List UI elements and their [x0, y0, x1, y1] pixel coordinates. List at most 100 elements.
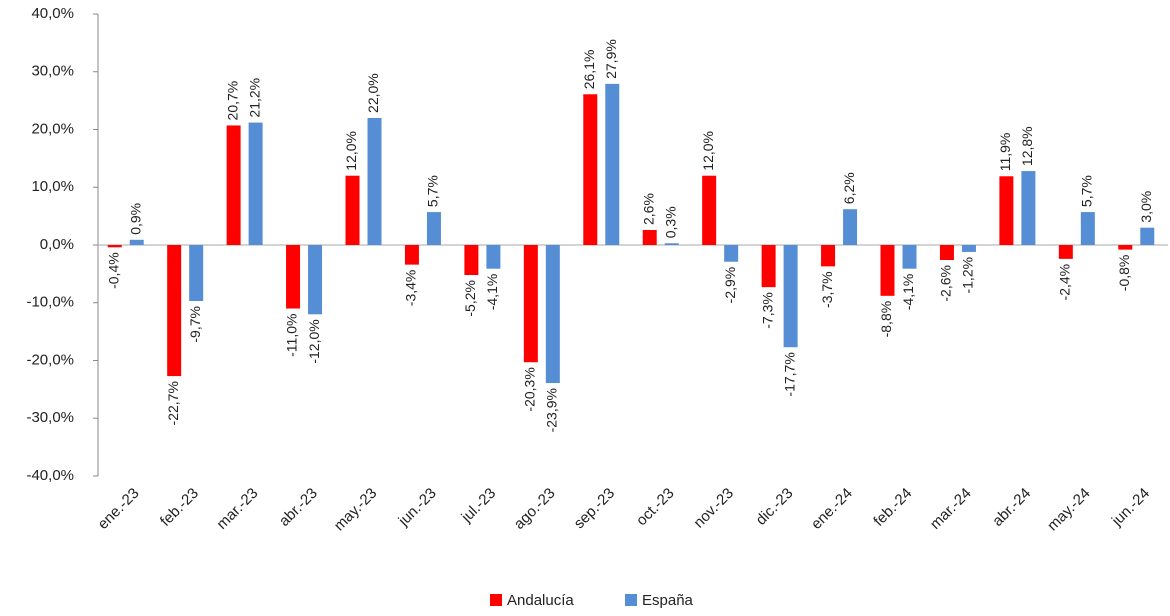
bar — [605, 83, 620, 245]
value-label: 6,2% — [841, 172, 857, 204]
bar — [404, 245, 419, 265]
value-label: -23,9% — [544, 388, 560, 432]
value-label: -12,0% — [306, 319, 322, 363]
bar — [664, 243, 679, 245]
bar — [464, 245, 479, 276]
legend-label: Andalucía — [507, 592, 574, 609]
bar — [129, 239, 144, 245]
value-label: -9,7% — [187, 306, 203, 343]
bar — [486, 245, 501, 269]
y-tick-label: -30,0% — [26, 409, 74, 426]
value-label: -2,6% — [938, 265, 954, 302]
bar — [345, 175, 360, 245]
value-label: -20,3% — [522, 367, 538, 411]
y-tick-label: -40,0% — [26, 467, 74, 484]
value-label: -11,0% — [284, 314, 300, 357]
x-tick-label: mar.-24 — [927, 485, 975, 533]
bar — [880, 245, 895, 296]
value-label: -4,1% — [900, 274, 916, 311]
bar — [902, 245, 917, 269]
value-label: -17,7% — [781, 352, 797, 396]
bar — [821, 245, 836, 267]
legend-swatch — [625, 594, 637, 606]
bar — [1118, 245, 1133, 250]
value-label: -22,7% — [165, 381, 181, 425]
bar — [1058, 245, 1073, 259]
bar — [1140, 227, 1155, 245]
bar — [167, 245, 182, 377]
bar — [961, 245, 976, 252]
value-label: 2,6% — [640, 193, 656, 225]
x-tick-label: feb.-24 — [870, 485, 915, 530]
x-tick-label: abr.-23 — [276, 485, 321, 530]
bar — [702, 175, 717, 245]
value-label: -8,8% — [878, 301, 894, 338]
bar — [308, 245, 323, 315]
bar — [1080, 212, 1095, 245]
x-tick-label: oct.-23 — [633, 485, 677, 529]
x-tick-label: jul.-23 — [458, 485, 500, 527]
x-tick-label: feb.-23 — [157, 485, 202, 530]
value-label: 20,7% — [224, 81, 240, 121]
y-tick-label: -20,0% — [26, 351, 74, 368]
value-label: -5,2% — [462, 280, 478, 317]
value-label: 12,8% — [1019, 126, 1035, 166]
value-label: -2,9% — [722, 267, 738, 304]
bar — [367, 117, 382, 245]
bar — [783, 245, 798, 348]
x-tick-label: nov.-23 — [690, 485, 737, 532]
y-tick-label: 40,0% — [31, 5, 74, 22]
bar — [286, 245, 301, 309]
bar — [545, 245, 560, 384]
x-tick-label: abr.-24 — [989, 485, 1034, 530]
value-label: 5,7% — [1079, 175, 1095, 207]
bar — [724, 245, 739, 262]
bar — [761, 245, 776, 288]
y-tick-label: -10,0% — [26, 294, 74, 311]
value-label: -1,2% — [960, 257, 976, 294]
x-tick-label: may.-23 — [331, 485, 381, 535]
value-label: -0,4% — [105, 252, 121, 289]
x-tick-label: ene.-23 — [95, 485, 143, 533]
bar — [426, 212, 441, 245]
y-tick-label: 10,0% — [31, 178, 74, 195]
bar — [523, 245, 538, 363]
value-label: 0,9% — [127, 203, 143, 235]
legend-swatch — [490, 594, 502, 606]
y-tick-label: 0,0% — [40, 236, 74, 253]
legend-label: España — [642, 592, 694, 609]
x-tick-label: dic.-23 — [753, 485, 797, 529]
bar — [189, 245, 204, 302]
value-label: -2,4% — [1057, 264, 1073, 301]
value-label: 5,7% — [425, 175, 441, 207]
bar — [226, 125, 241, 245]
x-tick-label: mar.-23 — [213, 485, 261, 533]
y-tick-label: 30,0% — [31, 63, 74, 80]
x-tick-label: jun.-24 — [1108, 485, 1153, 530]
value-label: 21,2% — [246, 78, 262, 118]
value-label: 26,1% — [581, 50, 597, 90]
value-label: 3,0% — [1138, 191, 1154, 223]
value-label: 12,0% — [700, 131, 716, 171]
bar — [642, 229, 657, 245]
x-tick-label: ene.-24 — [808, 485, 856, 533]
value-label: 0,3% — [662, 206, 678, 238]
value-label: -4,1% — [484, 274, 500, 311]
value-label: 12,0% — [343, 131, 359, 171]
bar — [939, 245, 954, 261]
value-label: -7,3% — [759, 292, 775, 329]
value-label: 27,9% — [603, 39, 619, 79]
value-label: 22,0% — [365, 73, 381, 113]
x-tick-label: ago.-23 — [511, 485, 559, 533]
bar — [248, 122, 263, 245]
y-tick-label: 20,0% — [31, 120, 74, 137]
bar — [999, 176, 1014, 245]
x-tick-label: may.-24 — [1044, 485, 1094, 535]
x-tick-label: sep.-23 — [571, 485, 618, 532]
value-label: 11,9% — [997, 133, 1013, 172]
bar — [843, 209, 858, 245]
bar — [107, 245, 122, 248]
value-label: -0,8% — [1116, 255, 1132, 292]
bar — [1021, 171, 1036, 245]
